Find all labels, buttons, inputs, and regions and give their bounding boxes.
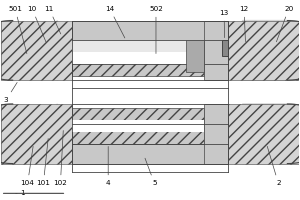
Text: 104: 104: [21, 146, 34, 186]
Bar: [72, 21, 228, 40]
Polygon shape: [0, 21, 57, 80]
Bar: [228, 21, 299, 80]
Bar: [204, 21, 228, 80]
Text: 502: 502: [149, 6, 163, 54]
Bar: [72, 120, 204, 132]
Text: 20: 20: [276, 6, 293, 42]
Text: 501: 501: [8, 6, 27, 54]
Bar: [1, 21, 72, 80]
Bar: [1, 104, 72, 164]
Bar: [228, 104, 299, 164]
Text: 10: 10: [27, 6, 46, 42]
Bar: [72, 40, 204, 76]
Text: 2: 2: [267, 146, 281, 186]
Polygon shape: [243, 21, 300, 80]
Text: 14: 14: [105, 6, 125, 38]
Bar: [72, 144, 228, 164]
Bar: [186, 40, 204, 72]
Bar: [204, 104, 228, 164]
Polygon shape: [243, 104, 300, 164]
Text: 101: 101: [37, 139, 50, 186]
Text: 5: 5: [145, 158, 157, 186]
Polygon shape: [0, 104, 57, 164]
Text: 102: 102: [53, 131, 68, 186]
Text: 1: 1: [16, 190, 25, 196]
Text: 4: 4: [106, 146, 110, 186]
Bar: [222, 40, 228, 56]
Text: 11: 11: [44, 6, 61, 34]
Text: 13: 13: [219, 10, 229, 38]
Bar: [72, 52, 204, 64]
Bar: [72, 40, 204, 52]
Bar: [72, 108, 204, 144]
Text: 3: 3: [4, 82, 17, 103]
Text: 12: 12: [239, 6, 249, 42]
